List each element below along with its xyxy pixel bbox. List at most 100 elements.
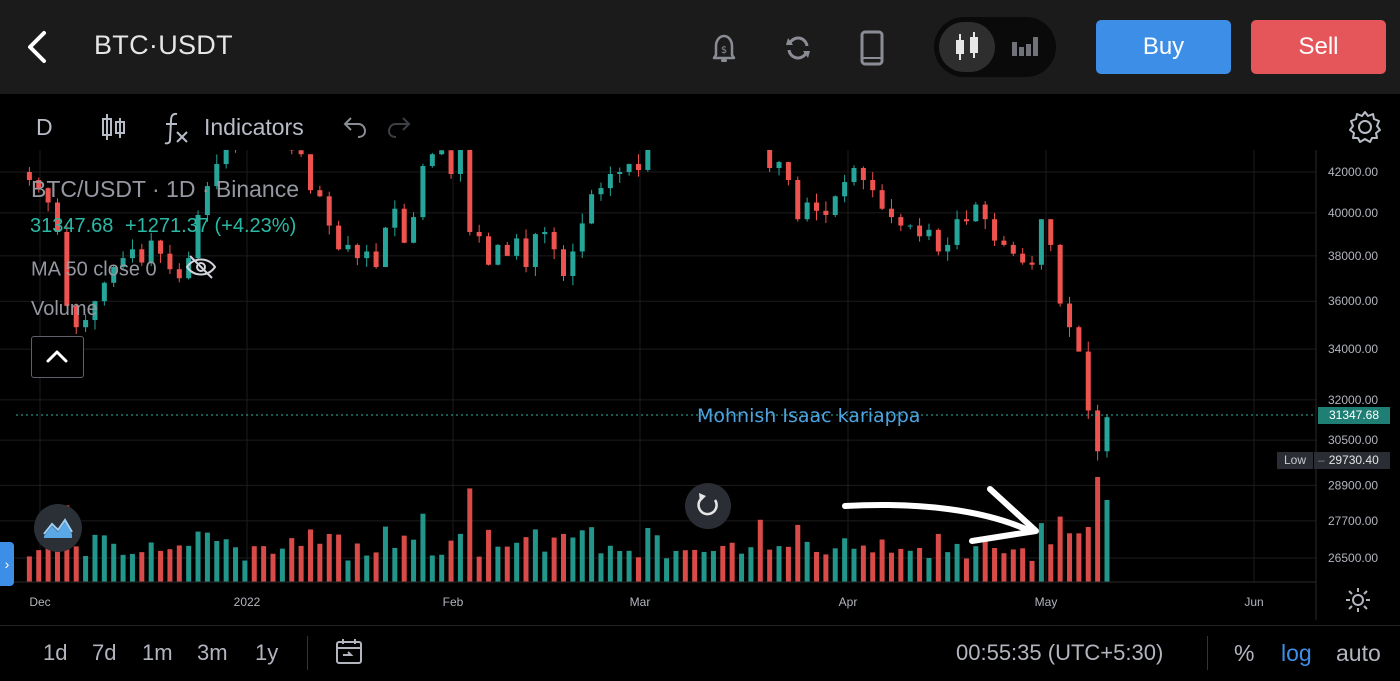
volume-bar [945, 552, 950, 582]
volume-bar [495, 547, 500, 582]
volume-bar [711, 551, 716, 582]
time-scale-settings-icon[interactable] [1344, 586, 1372, 614]
price-tick-label: 32000.00 [1328, 393, 1378, 407]
range-7d[interactable]: 7d [92, 640, 116, 666]
volume-bar [983, 541, 988, 582]
candlestick-icon[interactable] [939, 22, 995, 72]
candle-body [777, 162, 782, 168]
eye-off-icon[interactable] [184, 254, 218, 286]
candle-body [224, 150, 229, 164]
candle-type-icon[interactable] [98, 108, 128, 146]
ma-legend: MA 50 close 0 [31, 254, 218, 286]
volume-bar [102, 535, 107, 582]
candle-body [514, 238, 519, 255]
price-tick-label: 40000.00 [1328, 206, 1378, 220]
ma-label[interactable]: MA 50 close 0 [31, 258, 157, 280]
clock[interactable]: 00:55:35 (UTC+5:30) [956, 640, 1163, 666]
back-arrow-icon[interactable] [18, 25, 58, 69]
volume-bar [777, 546, 782, 582]
candle-body [1058, 245, 1063, 304]
volume-bar [552, 538, 557, 582]
candle-body [467, 150, 472, 232]
volume-bar [224, 539, 229, 582]
price-scale: 42000.0040000.0038000.0036000.0034000.00… [1328, 165, 1378, 565]
candle-body [1011, 245, 1016, 254]
volume-bar [374, 552, 379, 582]
candle-body [823, 211, 828, 215]
candle-body [1086, 352, 1091, 411]
volume-bar [130, 554, 135, 582]
volume-bar [1039, 523, 1044, 582]
candle-body [814, 202, 819, 210]
log-scale-toggle[interactable]: log [1281, 640, 1312, 667]
auto-scale-toggle[interactable]: auto [1336, 640, 1381, 667]
sell-button[interactable]: Sell [1251, 20, 1386, 74]
candle-body [355, 245, 360, 258]
phone-icon[interactable] [850, 26, 894, 70]
bar-chart-icon[interactable] [998, 22, 1050, 72]
volume-bar [1011, 549, 1016, 582]
volume-bar [767, 550, 772, 582]
volume-bar [861, 546, 866, 582]
interval-button[interactable]: D [36, 108, 66, 146]
volume-bar [271, 554, 276, 582]
volume-bar [608, 546, 613, 582]
volume-bar [364, 556, 369, 582]
price-tick-label: 36000.00 [1328, 294, 1378, 308]
volume-bar [542, 552, 547, 582]
time-tick-label: Feb [443, 595, 464, 609]
pair-title: BTC·USDT [94, 30, 233, 61]
collapse-legend-button[interactable] [31, 336, 84, 378]
volume-bar [908, 551, 913, 582]
range-1m[interactable]: 1m [142, 640, 173, 666]
candle-body [627, 164, 632, 172]
price-tick-label: 34000.00 [1328, 342, 1378, 356]
price-tick-label: 42000.00 [1328, 165, 1378, 179]
buy-button[interactable]: Buy [1096, 20, 1231, 74]
volume-bar [411, 540, 416, 582]
volume-bar [730, 543, 735, 582]
volume-bar [598, 553, 603, 582]
volume-bar [1001, 553, 1006, 582]
volume-bar [1086, 527, 1091, 582]
candle-body [1105, 417, 1110, 451]
candle-body [345, 245, 350, 249]
candle-body [420, 166, 425, 217]
price-alert-bell-icon[interactable]: $ [702, 26, 746, 70]
divider [307, 636, 308, 670]
volume-bar [795, 525, 800, 582]
time-tick-label: 2022 [234, 595, 261, 609]
range-3m[interactable]: 3m [197, 640, 228, 666]
range-1d[interactable]: 1d [43, 640, 67, 666]
volume-bar [842, 538, 847, 582]
volume-bar [655, 535, 660, 582]
side-panel-expand-button[interactable]: › [0, 542, 14, 586]
candle-body [308, 154, 313, 190]
tradingview-logo-icon [34, 504, 82, 552]
fx-icon[interactable] [160, 108, 190, 146]
candle-body [1067, 304, 1072, 328]
candle-body [477, 232, 482, 236]
candle-body [964, 219, 969, 221]
date-range-calendar-icon[interactable] [333, 636, 365, 668]
settings-gear-icon[interactable] [1346, 108, 1384, 146]
candle-body [936, 230, 941, 252]
reset-chart-icon[interactable] [685, 483, 731, 529]
divider [1207, 636, 1208, 670]
volume-bar [964, 559, 969, 582]
volume-bar [992, 548, 997, 582]
volume-bar [720, 546, 725, 582]
undo-icon[interactable] [338, 108, 368, 146]
volume-bar [1048, 544, 1053, 582]
candle-body [1030, 263, 1035, 265]
percent-scale-toggle[interactable]: % [1234, 640, 1254, 667]
indicators-button[interactable]: Indicators [204, 108, 304, 146]
volume-bar [926, 558, 931, 582]
candle-body [955, 219, 960, 245]
volume-bar [289, 538, 294, 582]
volume-bar [917, 548, 922, 582]
refresh-icon[interactable] [776, 26, 820, 70]
range-1y[interactable]: 1y [255, 640, 278, 666]
volume-legend: Volume [31, 298, 98, 321]
redo-icon[interactable] [386, 108, 416, 146]
